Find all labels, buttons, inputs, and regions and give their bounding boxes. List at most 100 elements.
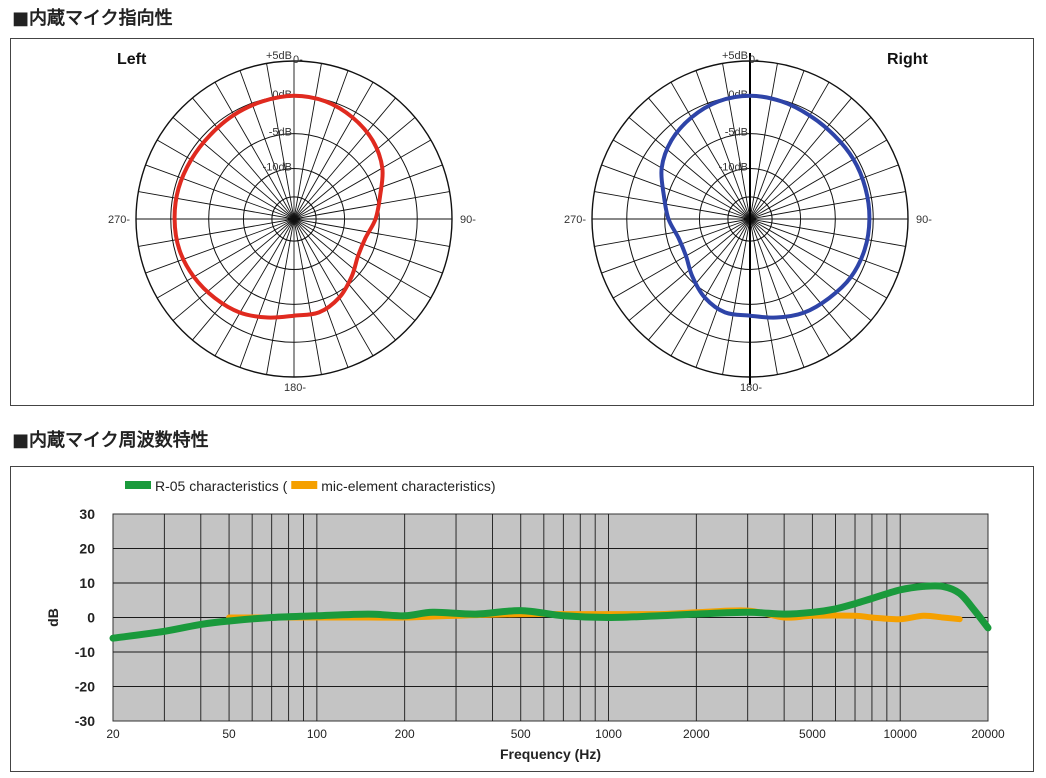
polar-left-angle-label: 90-	[460, 214, 476, 226]
polar-right-spoke	[648, 97, 751, 220]
polar-right-spoke	[601, 164, 751, 220]
polar-panel: +5dB 0dB -5dB -10dB 0- 90- 180- 270- Left +5dB 0d…	[10, 38, 1034, 406]
legend-swatch-mic-element	[291, 481, 318, 489]
polar-right-angle-label: 180-	[740, 382, 762, 394]
polar-right-angle-label: 270-	[564, 214, 586, 226]
polar-left-spoke	[239, 70, 295, 220]
polar-right-spoke	[749, 218, 852, 341]
legend-swatch-r05	[125, 481, 151, 489]
polar-right-spoke	[722, 218, 751, 375]
polar-right-title: Right	[887, 51, 929, 68]
polar-right-spoke	[612, 139, 751, 220]
y-tick-label: 10	[79, 575, 95, 591]
polar-right-spoke	[749, 63, 778, 220]
polar-left-spoke	[145, 218, 295, 274]
polar-left-spoke	[293, 218, 349, 368]
frequency-panel: 30 20 10 0 -10 -20 -30 20 50 100 200 500 1000 2000 500…	[10, 466, 1034, 772]
polar-left-spoke	[293, 117, 416, 220]
polar-right-spoke	[612, 218, 751, 299]
polar-left-spoke	[293, 164, 443, 220]
y-axis-label: dB	[45, 608, 61, 627]
polar-left-spoke	[293, 218, 450, 247]
polar-left-spoke	[293, 218, 396, 341]
legend-label-mic-element: mic-element characteristics)	[321, 478, 495, 494]
polar-left-spoke	[214, 81, 295, 220]
polar-right-spoke	[749, 81, 830, 220]
x-tick-label: 5000	[799, 727, 826, 741]
polar-left-spoke	[172, 218, 295, 321]
polar-left-ring-label: +5dB	[266, 50, 292, 62]
y-tick-label: -20	[75, 679, 95, 695]
polar-right-spoke	[601, 218, 751, 274]
polar-left-ring-label: -5dB	[269, 127, 292, 139]
polar-right-ring-label: -5dB	[725, 127, 748, 139]
polar-right-spoke	[749, 218, 778, 375]
polar-left-spoke	[293, 81, 374, 220]
x-tick-label: 20000	[971, 727, 1005, 741]
y-tick-label: 0	[87, 610, 95, 626]
polar-left-spoke	[266, 63, 295, 220]
polar-right-angle-label: 0-	[749, 54, 759, 66]
polar-left-spoke	[192, 97, 295, 220]
polar-left-spoke	[293, 191, 450, 220]
polar-right-spoke	[749, 218, 899, 274]
frequency-section-title: ■内蔵マイク周波数特性	[12, 430, 209, 451]
polar-right-ring-label: -10dB	[719, 161, 748, 173]
polar-right-spoke	[670, 81, 751, 220]
series-line-r05	[109, 582, 992, 642]
polar-left-spoke	[293, 139, 432, 220]
polar-left-pattern-line	[172, 93, 385, 320]
polar-right-spoke	[749, 191, 906, 220]
polar-left-angle-label: 180-	[284, 382, 306, 394]
polar-left-spoke	[156, 139, 295, 220]
polar-right-spoke	[648, 218, 751, 341]
polar-right-spoke	[749, 117, 872, 220]
x-tick-label: 500	[511, 727, 531, 741]
y-tick-label: -30	[75, 713, 95, 729]
polar-right-spoke	[749, 218, 805, 368]
polar-right-spoke	[749, 218, 888, 299]
polar-section-title: ■内蔵マイク指向性	[12, 8, 173, 29]
polar-right-spoke	[695, 218, 751, 368]
polar-right-spoke	[749, 70, 805, 220]
y-tick-label: 30	[79, 506, 95, 522]
polar-right-angle-label: 90-	[916, 214, 932, 226]
polar-right-ring-label: +5dB	[722, 50, 748, 62]
polar-left-spoke	[293, 97, 396, 220]
polar-left-spoke	[192, 218, 295, 341]
x-tick-label: 10000	[884, 727, 918, 741]
polar-left-spoke	[156, 218, 295, 299]
x-tick-label: 2000	[683, 727, 710, 741]
polar-right-spoke	[749, 218, 906, 247]
polar-left-spoke	[214, 218, 295, 357]
y-tick-label: -10	[75, 644, 95, 660]
polar-left-spoke	[145, 164, 295, 220]
x-tick-label: 100	[307, 727, 327, 741]
polar-right-spoke	[749, 139, 888, 220]
polar-right-spoke	[594, 191, 751, 220]
polar-left-spoke	[138, 218, 295, 247]
polar-left-angle-label: 0-	[293, 54, 303, 66]
polar-right-spoke	[749, 97, 852, 220]
x-tick-label: 200	[395, 727, 415, 741]
polar-left-spoke	[266, 218, 295, 375]
polar-left-spoke	[293, 63, 322, 220]
polar-left-spoke	[293, 218, 374, 357]
polar-right-spoke	[695, 70, 751, 220]
polar-left-spoke	[293, 218, 322, 375]
polar-left-spoke	[239, 218, 295, 368]
polar-left-spoke	[293, 218, 432, 299]
polar-right-pattern-line	[659, 93, 872, 320]
polar-left-angle-label: 270-	[108, 214, 130, 226]
x-tick-label: 1000	[595, 727, 622, 741]
polar-left-title: Left	[117, 51, 147, 68]
polar-right-spoke	[628, 117, 751, 220]
x-tick-label: 50	[222, 727, 236, 741]
polar-left-ring-label: -10dB	[263, 161, 292, 173]
polar-left-spoke	[138, 191, 295, 220]
x-tick-label: 20	[106, 727, 120, 741]
